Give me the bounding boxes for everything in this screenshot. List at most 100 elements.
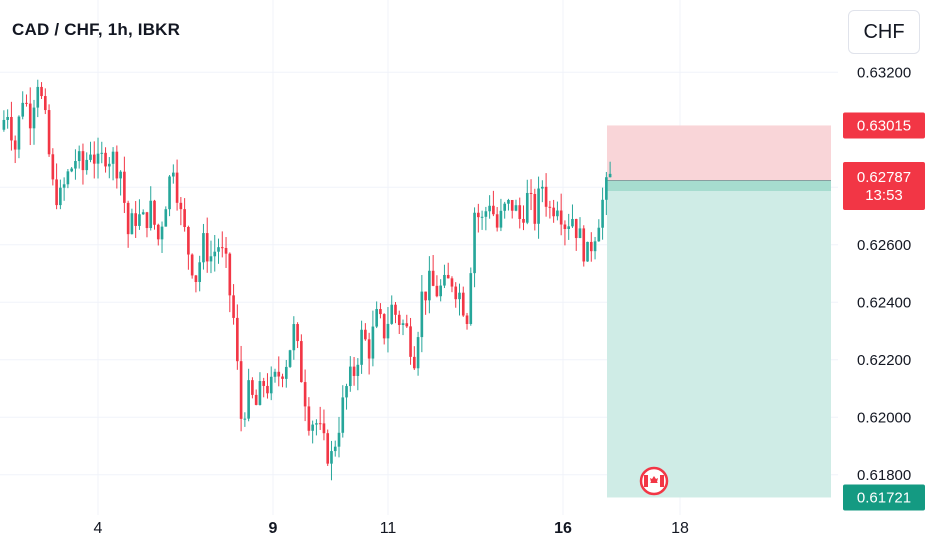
candle-body bbox=[608, 173, 612, 178]
candle-body bbox=[190, 254, 194, 276]
candle-body bbox=[571, 218, 574, 227]
candle-body bbox=[43, 96, 47, 111]
candle-body bbox=[318, 423, 322, 425]
candle-body bbox=[348, 366, 352, 387]
candle-body bbox=[450, 278, 454, 287]
candle-body bbox=[589, 241, 593, 252]
candle-body bbox=[36, 86, 40, 108]
candle-body bbox=[111, 151, 115, 164]
candle-body bbox=[284, 366, 288, 379]
candle-body bbox=[345, 386, 348, 398]
candle-body bbox=[277, 371, 281, 377]
candle-body bbox=[514, 205, 518, 211]
time-tick-label: 4 bbox=[94, 520, 103, 537]
candle-body bbox=[123, 171, 126, 203]
candle-body bbox=[296, 324, 299, 342]
candle-body bbox=[405, 323, 409, 327]
candle-body bbox=[390, 304, 394, 324]
currency-button[interactable]: CHF bbox=[848, 10, 920, 54]
flag-bar-left bbox=[644, 475, 648, 487]
candle-body bbox=[333, 446, 337, 452]
candle-body bbox=[439, 285, 442, 297]
stop-price-tag bbox=[843, 112, 925, 139]
candle-body bbox=[375, 309, 378, 327]
candle-body bbox=[17, 116, 21, 150]
candle-body bbox=[420, 291, 424, 338]
candle-body bbox=[360, 329, 363, 365]
candle-body bbox=[525, 192, 529, 223]
candle-body bbox=[337, 432, 341, 447]
candle-body bbox=[522, 218, 525, 223]
candle-body bbox=[10, 116, 13, 141]
price-axis[interactable]: 0.61800 0.62000 0.62200 0.62400 0.62600 0.632… bbox=[857, 64, 911, 484]
flag-bar-right bbox=[660, 475, 664, 487]
candle-body bbox=[51, 154, 55, 180]
candle-body bbox=[454, 286, 458, 300]
time-tick-label: 16 bbox=[554, 520, 572, 537]
time-axis[interactable]: 4 9 11 16 18 bbox=[94, 520, 689, 537]
candle-body bbox=[126, 202, 130, 235]
candle-body bbox=[578, 228, 582, 239]
candle-body bbox=[352, 366, 356, 376]
candle-body bbox=[6, 116, 9, 120]
position-zones bbox=[607, 125, 831, 498]
candle-body bbox=[236, 317, 239, 362]
candle-body bbox=[409, 326, 412, 357]
candle-body bbox=[367, 339, 371, 359]
candle-body bbox=[510, 199, 514, 211]
canada-flag-icon[interactable] bbox=[639, 466, 669, 496]
candle-body bbox=[66, 171, 70, 185]
candle-body bbox=[435, 285, 439, 297]
candle-body bbox=[567, 226, 571, 229]
candle-body bbox=[507, 199, 510, 204]
candle-body bbox=[55, 179, 58, 206]
candle-body bbox=[2, 119, 6, 130]
candle-body bbox=[322, 423, 326, 434]
candle-body bbox=[119, 171, 122, 179]
candle-body bbox=[469, 273, 473, 324]
candle-body bbox=[175, 172, 179, 203]
candle-body bbox=[401, 323, 405, 325]
candle-body bbox=[209, 256, 213, 262]
candle-body bbox=[145, 212, 149, 229]
candle-body bbox=[251, 380, 254, 395]
candle-body bbox=[243, 418, 247, 420]
candle-body bbox=[59, 187, 62, 206]
candle-body bbox=[262, 381, 266, 386]
candle-body bbox=[130, 213, 134, 235]
candle-body bbox=[13, 140, 17, 150]
candle-body bbox=[92, 154, 96, 164]
candle-body bbox=[412, 356, 416, 369]
candle-body bbox=[503, 203, 507, 211]
candle-body bbox=[141, 212, 145, 215]
candle-body bbox=[183, 209, 186, 228]
candle-body bbox=[62, 184, 66, 188]
price-tick-label: 0.61800 bbox=[857, 467, 911, 484]
candle-body bbox=[416, 337, 420, 369]
candle-body bbox=[115, 151, 119, 179]
maple-leaf bbox=[650, 476, 658, 483]
candle-body bbox=[559, 210, 563, 225]
candle-body bbox=[81, 151, 85, 171]
candle-body bbox=[443, 274, 446, 286]
candle-body bbox=[134, 213, 137, 226]
candle-body bbox=[477, 212, 480, 218]
candle-body bbox=[288, 350, 292, 367]
stop-loss-zone bbox=[607, 125, 831, 181]
candle-body bbox=[397, 314, 401, 325]
candle-body bbox=[461, 292, 465, 316]
last-price-tag-text: 13:53 bbox=[865, 187, 903, 204]
candle-body bbox=[281, 376, 284, 379]
candle-body bbox=[480, 216, 484, 218]
candle-body bbox=[364, 329, 367, 340]
candle-body bbox=[597, 227, 601, 242]
candle-body bbox=[518, 205, 522, 219]
candle-body bbox=[386, 323, 390, 339]
candle-body bbox=[529, 192, 533, 194]
candle-body bbox=[194, 275, 198, 283]
candle-body bbox=[228, 253, 232, 296]
candle-body bbox=[552, 207, 555, 217]
candle-body bbox=[458, 292, 461, 300]
candle-body bbox=[232, 295, 235, 318]
